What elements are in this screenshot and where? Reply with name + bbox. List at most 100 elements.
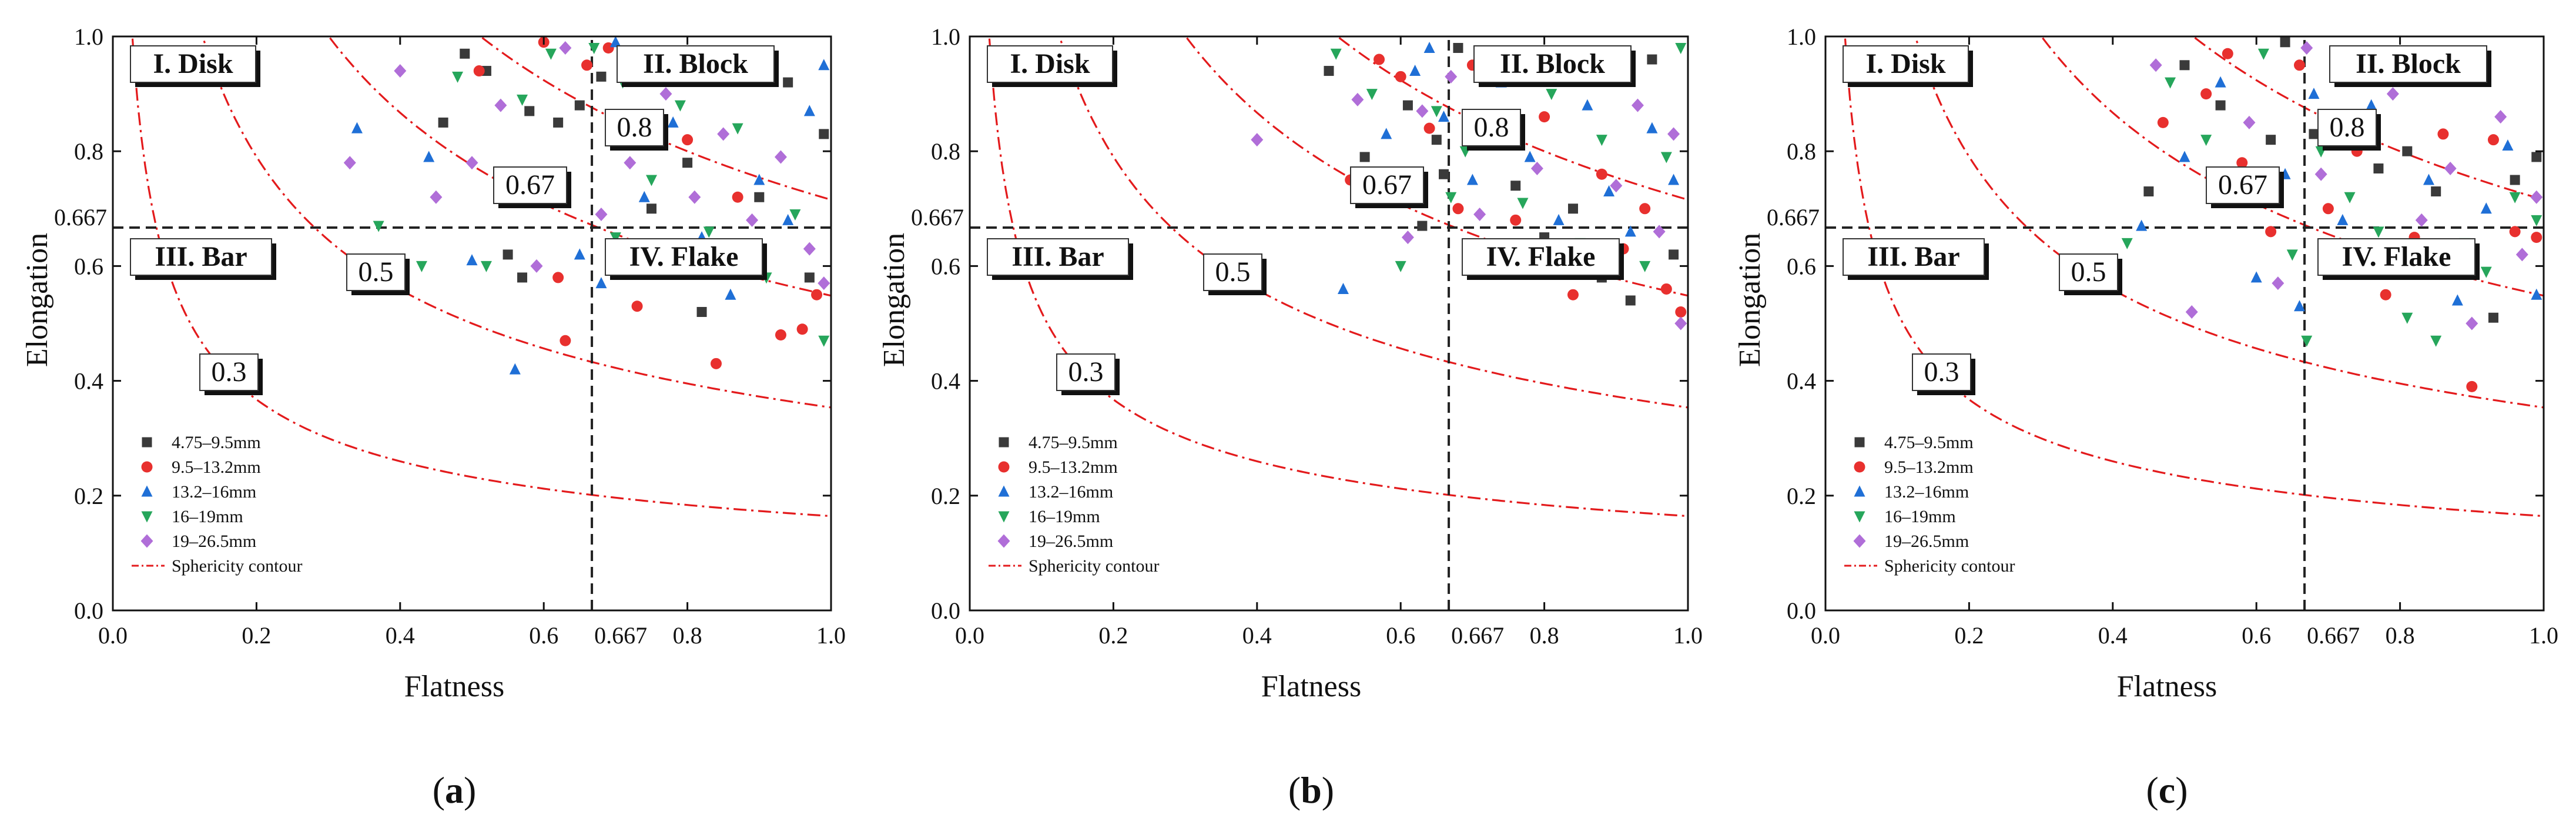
data-point <box>2200 135 2212 146</box>
data-point <box>1582 99 1593 111</box>
data-point <box>1452 203 1464 215</box>
data-point <box>1395 261 1406 272</box>
legend: 4.75–9.5mm 9.5–13.2mm 13.2–16mm 16–19mm 19–2… <box>132 433 302 576</box>
data-point <box>1510 181 1521 191</box>
data-point <box>2494 110 2507 124</box>
data-point <box>609 232 621 244</box>
contour-label: 0.3 <box>1068 356 1104 388</box>
legend-entry: 13.2–16mm <box>1029 482 1113 502</box>
contour-label: 0.3 <box>212 356 247 388</box>
data-point <box>517 94 528 106</box>
data-point <box>2531 232 2542 243</box>
x-tick-label: 0.8 <box>1530 622 1559 649</box>
data-point <box>1438 111 1450 122</box>
x-tick-label: 0.2 <box>1954 622 1984 649</box>
data-point <box>1453 43 1463 54</box>
data-point <box>2222 48 2233 59</box>
data-point <box>717 127 730 141</box>
data-point <box>1653 225 1666 239</box>
data-point <box>725 288 736 300</box>
data-point <box>1639 261 1651 272</box>
data-point <box>2322 203 2334 215</box>
data-point <box>1546 89 1557 101</box>
data-point <box>2466 316 2478 330</box>
x-axis-title: Flatness <box>404 670 504 703</box>
panel-caption: (a) <box>433 769 477 811</box>
panel-caption: (b) <box>1288 769 1334 811</box>
data-point <box>2451 294 2463 306</box>
data-point <box>631 301 643 312</box>
y-tick-label: 0.0 <box>74 597 103 624</box>
x-tick-label: 0.2 <box>1098 622 1128 649</box>
legend: 4.75–9.5mm 9.5–13.2mm 13.2–16mm 16–19mm 19–2… <box>1844 433 2015 576</box>
data-point <box>775 329 786 341</box>
region-label-box <box>130 238 272 276</box>
data-point <box>2488 312 2498 323</box>
region-label-box <box>130 45 256 83</box>
legend-marker <box>141 461 153 473</box>
data-point <box>2243 115 2256 129</box>
contour-label: 0.8 <box>1474 112 1509 143</box>
sphericity-contour-0.5 <box>1914 36 2544 409</box>
data-point <box>688 190 701 204</box>
data-point <box>351 122 363 133</box>
data-point <box>2531 288 2542 300</box>
series-2-points <box>2157 48 2542 392</box>
region-label: III. Bar <box>155 241 247 272</box>
data-point <box>1667 127 1680 141</box>
data-point <box>2437 128 2449 140</box>
y-tick-label: 0.0 <box>1787 597 1816 624</box>
data-point <box>2265 226 2277 238</box>
y-tick-label: 0.6 <box>1787 253 1816 279</box>
data-point <box>667 116 679 128</box>
region-label-box <box>1843 238 1985 276</box>
data-point <box>818 335 830 347</box>
x-threshold-label: 0.667 <box>1451 622 1504 649</box>
data-point <box>1439 169 1449 179</box>
data-point <box>682 134 694 146</box>
contour-label: 0.8 <box>617 112 652 143</box>
data-point <box>1639 203 1651 215</box>
data-point <box>1409 65 1421 76</box>
data-point <box>646 175 657 186</box>
data-point <box>1366 89 1378 101</box>
legend-entry: 13.2–16mm <box>172 482 256 502</box>
legend-entry: 13.2–16mm <box>1884 482 1969 502</box>
data-point <box>2401 312 2413 324</box>
data-point <box>1473 208 1486 222</box>
legend-entry-contour: Sphericity contour <box>172 556 302 576</box>
region-label: I. Disk <box>153 48 233 79</box>
contour-label-box <box>493 166 567 204</box>
data-point <box>517 272 528 283</box>
region-label-box <box>2317 238 2475 276</box>
data-point <box>1330 48 1342 60</box>
data-point <box>473 65 485 77</box>
y-axis-title: Elongation <box>21 233 54 367</box>
sphericity-contour-0.8 <box>479 36 831 201</box>
data-point <box>1567 289 1579 301</box>
data-point <box>2136 219 2148 231</box>
data-point <box>1402 100 1413 111</box>
data-point <box>1381 128 1392 139</box>
region-label-box <box>605 238 763 276</box>
contour-label: 0.5 <box>2071 256 2106 288</box>
y-tick-label: 1.0 <box>1787 24 1816 50</box>
region-label-box <box>987 45 1113 83</box>
data-point <box>2366 99 2377 111</box>
sphericity-contour-0.5 <box>1058 36 1688 409</box>
legend-entry: 4.75–9.5mm <box>172 433 261 452</box>
x-tick-label: 1.0 <box>2529 622 2558 649</box>
data-point <box>2301 335 2313 347</box>
data-point <box>438 117 448 128</box>
data-point <box>2309 129 2319 139</box>
x-axis-title: Flatness <box>1261 670 1361 703</box>
data-point <box>1675 306 1687 318</box>
data-point <box>1374 54 1385 65</box>
data-point <box>2272 276 2284 291</box>
legend-entry: 9.5–13.2mm <box>1029 458 1118 477</box>
data-point <box>1553 213 1565 225</box>
region-label-box <box>1462 238 1620 276</box>
x-tick-label: 0.6 <box>529 622 558 649</box>
data-point <box>2480 266 2492 278</box>
data-point <box>553 117 564 128</box>
